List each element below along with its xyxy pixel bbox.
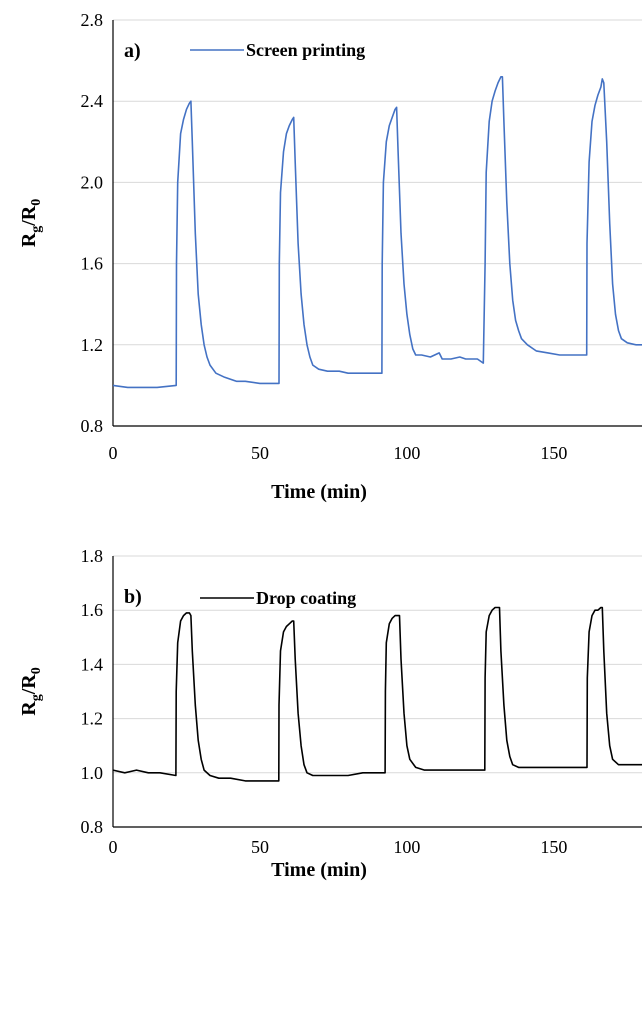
y-tick-label: 1.2 — [81, 709, 104, 729]
x-tick-label: 100 — [393, 837, 420, 857]
panel-label: b) — [124, 586, 142, 608]
chart-panel-a: 0.8 1.2 1.6 2.0 2.4 2.8 0 50 100 150 Time (min) Rg/… — [18, 10, 642, 503]
y-axis-title: Rg/R0 — [18, 199, 44, 247]
series-line — [112, 76, 642, 389]
chart-panel-b: 0.8 1.0 1.2 1.4 1.6 1.8 0 50 100 150 Time (min) Rg/… — [18, 546, 642, 881]
y-tick-label: 1.4 — [81, 654, 104, 674]
x-tick-label: 0 — [109, 443, 118, 463]
x-tick-label: 150 — [540, 443, 567, 463]
x-tick-label: 100 — [393, 443, 420, 463]
y-tick-label: 0.8 — [81, 416, 104, 436]
y-tick-label: 1.6 — [81, 254, 104, 274]
y-tick-label: 1.6 — [81, 600, 104, 620]
panel-label: a) — [124, 40, 141, 62]
y-tick-label: 2.4 — [81, 91, 104, 111]
y-tick-label: 2.0 — [81, 172, 104, 192]
x-axis-title: Time (min) — [271, 859, 367, 881]
series-line — [112, 606, 642, 782]
y-tick-label: 2.8 — [81, 10, 104, 30]
y-axis-title: Rg/R0 — [18, 667, 44, 715]
x-tick-label: 50 — [251, 837, 269, 857]
y-tick-label: 1.0 — [81, 763, 104, 783]
x-tick-label: 50 — [251, 443, 269, 463]
y-tick-label: 1.8 — [81, 546, 104, 566]
y-tick-label: 1.2 — [81, 335, 104, 355]
legend-label: Screen printing — [246, 40, 365, 60]
x-tick-label: 150 — [540, 837, 567, 857]
x-tick-label: 0 — [109, 837, 118, 857]
legend-label: Drop coating — [256, 588, 356, 608]
x-axis-title: Time (min) — [271, 481, 367, 503]
y-tick-label: 0.8 — [81, 817, 104, 837]
